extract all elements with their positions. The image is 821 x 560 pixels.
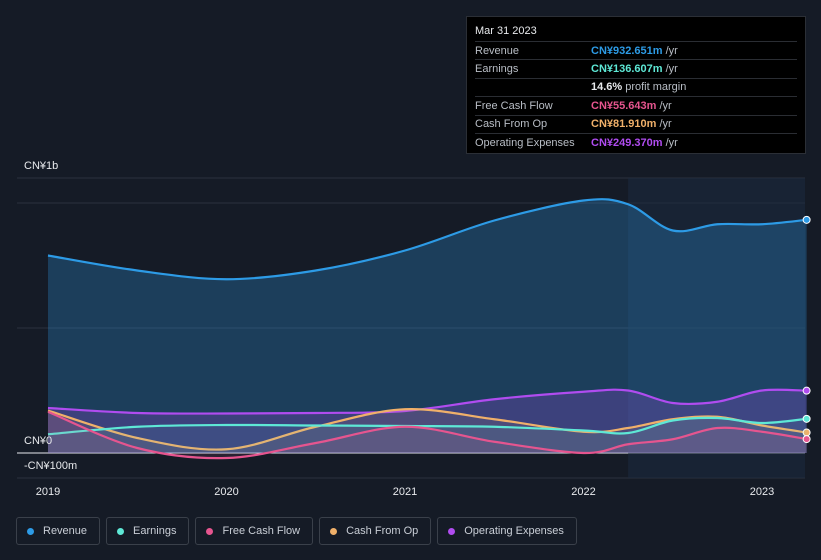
legend-item-revenue[interactable]: Revenue — [16, 517, 101, 545]
x-tick-label: 2021 — [393, 486, 417, 498]
tooltip-row-unit: profit margin — [625, 81, 687, 94]
tooltip-row-value: CN¥55.643m — [591, 99, 657, 112]
legend-label: Earnings — [133, 525, 177, 537]
legend: Revenue Earnings Free Cash Flow Cash From O… — [16, 517, 577, 545]
cash-from-op-area — [48, 409, 807, 453]
legend-dot-icon — [27, 527, 34, 535]
x-tick-label: 2022 — [571, 486, 595, 498]
tooltip-row: Operating Expenses CN¥249.370m/yr — [475, 132, 797, 151]
tooltip-row-label: Revenue — [475, 44, 520, 57]
tooltip-row: Free Cash Flow CN¥55.643m/yr — [475, 96, 797, 114]
operating-expenses-line — [47, 388, 807, 415]
tooltip-rows: Revenue CN¥932.651m/yr Earnings CN¥136.607m… — [475, 41, 797, 151]
revenue-end-point — [802, 215, 811, 224]
operating-expenses-end-point — [802, 386, 811, 395]
legend-item-operating-expenses[interactable]: Operating Expenses — [437, 517, 577, 545]
earnings-end-point — [802, 414, 811, 423]
tooltip-date: Mar 31 2023 — [475, 25, 537, 37]
legend-label: Free Cash Flow — [222, 525, 301, 537]
tooltip-row: Revenue CN¥932.651m/yr — [475, 41, 797, 59]
tooltip-row-value: CN¥932.651m — [591, 44, 663, 57]
tooltip-row-unit: /yr — [665, 136, 678, 149]
legend-label: Revenue — [43, 525, 88, 537]
legend-dot-icon — [448, 527, 456, 535]
earnings-area — [48, 417, 807, 453]
x-axis-ticks: 2019 2020 2021 2022 2023 — [36, 486, 774, 498]
x-tick-label: 2019 — [36, 486, 60, 498]
legend-dot-icon — [330, 527, 338, 535]
tooltip-row-label: Free Cash Flow — [475, 99, 553, 112]
legend-item-cash-from-op[interactable]: Cash From Op — [319, 517, 432, 545]
tooltip-row-value: CN¥136.607m — [591, 63, 663, 76]
free-cash-flow-area — [48, 411, 807, 459]
legend-label: Operating Expenses — [464, 525, 564, 537]
free-cash-flow-line — [47, 410, 807, 460]
free-cash-flow-end-point — [802, 435, 811, 444]
tooltip-row-unit: /yr — [659, 118, 672, 131]
tooltip-row: 14.6% profit margin — [475, 77, 797, 96]
y-axis-top-label: CN¥1b — [24, 160, 59, 172]
tooltip-row: Cash From Op CN¥81.910m/yr — [475, 114, 797, 133]
legend-item-free-cash-flow[interactable]: Free Cash Flow — [195, 517, 314, 545]
tooltip-row-value: CN¥81.910m — [591, 118, 657, 131]
legend-label: Cash From Op — [346, 525, 419, 537]
y-axis-bottom-label: -CN¥100m — [24, 460, 78, 472]
chart-area: 2019 2020 2021 2022 2023 — [17, 177, 811, 498]
legend-dot-icon — [206, 527, 214, 535]
tooltip-row-unit: /yr — [665, 63, 678, 76]
revenue-line — [47, 198, 807, 281]
tooltip-row-label: Cash From Op — [475, 118, 548, 131]
tooltip-row-value: CN¥249.370m — [591, 136, 663, 149]
legend-dot-icon — [117, 527, 125, 535]
tooltip-row-unit: /yr — [665, 44, 678, 57]
x-tick-label: 2023 — [750, 486, 774, 498]
tooltip-row-label: Operating Expenses — [475, 136, 575, 149]
tooltip-row-value: 14.6% — [591, 81, 623, 94]
operating-expenses-area — [48, 389, 807, 453]
legend-item-earnings[interactable]: Earnings — [106, 517, 190, 545]
series-layer — [47, 198, 811, 460]
tooltip-row-unit: /yr — [659, 99, 672, 112]
tooltip-row: Earnings CN¥136.607m/yr — [475, 59, 797, 77]
x-tick-label: 2020 — [214, 486, 238, 498]
cash-from-op-line — [47, 408, 807, 451]
earnings-line — [47, 416, 807, 436]
y-axis-zero-label: CN¥0 — [24, 435, 53, 447]
tooltip-row-label: Earnings — [475, 63, 519, 76]
tooltip-panel: Mar 31 2023 Revenue CN¥932.651m/yr Earning… — [466, 16, 806, 154]
